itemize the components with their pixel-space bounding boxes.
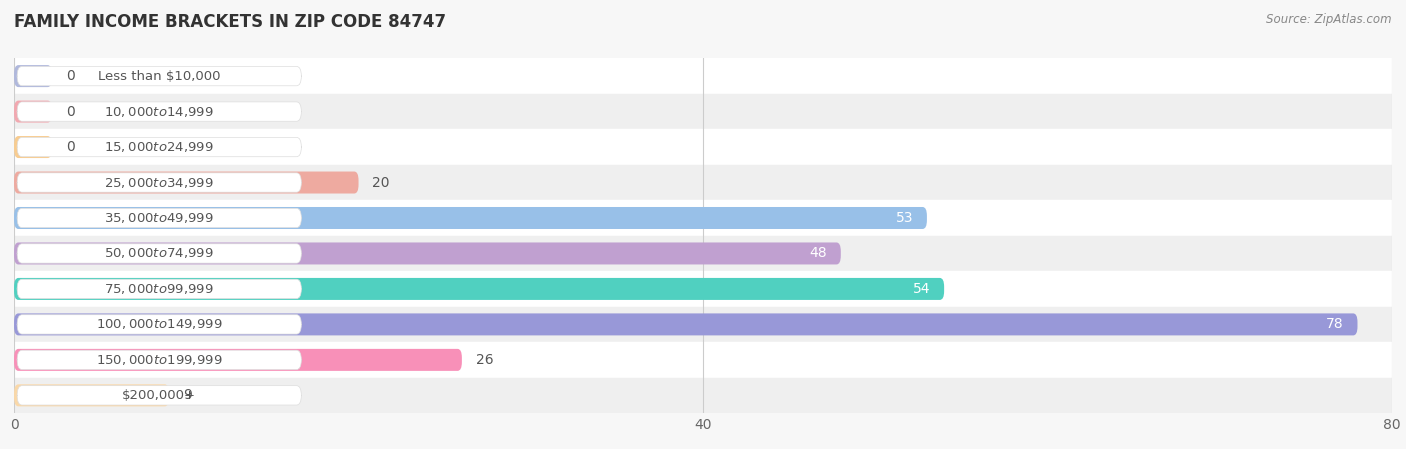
Bar	[14, 58, 1392, 94]
FancyBboxPatch shape	[14, 242, 841, 264]
FancyBboxPatch shape	[14, 65, 52, 87]
FancyBboxPatch shape	[17, 350, 301, 370]
FancyBboxPatch shape	[17, 137, 301, 157]
Text: 26: 26	[475, 353, 494, 367]
Bar	[14, 342, 1392, 378]
Text: $200,000+: $200,000+	[122, 389, 197, 402]
Text: 78: 78	[1326, 317, 1344, 331]
Bar	[14, 94, 1392, 129]
Bar	[14, 200, 1392, 236]
FancyBboxPatch shape	[17, 66, 301, 86]
FancyBboxPatch shape	[17, 102, 301, 121]
FancyBboxPatch shape	[14, 101, 52, 123]
Text: FAMILY INCOME BRACKETS IN ZIP CODE 84747: FAMILY INCOME BRACKETS IN ZIP CODE 84747	[14, 13, 446, 31]
Text: $50,000 to $74,999: $50,000 to $74,999	[104, 247, 214, 260]
Text: $100,000 to $149,999: $100,000 to $149,999	[96, 317, 222, 331]
Text: $25,000 to $34,999: $25,000 to $34,999	[104, 176, 214, 189]
Text: 53: 53	[896, 211, 912, 225]
Text: 48: 48	[810, 247, 827, 260]
FancyBboxPatch shape	[17, 173, 301, 192]
FancyBboxPatch shape	[17, 279, 301, 299]
Text: 9: 9	[183, 388, 191, 402]
Text: $35,000 to $49,999: $35,000 to $49,999	[104, 211, 214, 225]
Text: $150,000 to $199,999: $150,000 to $199,999	[96, 353, 222, 367]
FancyBboxPatch shape	[14, 384, 169, 406]
Text: 20: 20	[373, 176, 389, 189]
FancyBboxPatch shape	[14, 278, 945, 300]
FancyBboxPatch shape	[17, 244, 301, 263]
FancyBboxPatch shape	[14, 172, 359, 194]
Bar	[14, 129, 1392, 165]
Bar	[14, 271, 1392, 307]
Text: 0: 0	[66, 140, 75, 154]
Bar	[14, 307, 1392, 342]
Text: $10,000 to $14,999: $10,000 to $14,999	[104, 105, 214, 119]
Text: $15,000 to $24,999: $15,000 to $24,999	[104, 140, 214, 154]
FancyBboxPatch shape	[14, 313, 1358, 335]
Bar	[14, 236, 1392, 271]
Text: 0: 0	[66, 69, 75, 83]
Text: Less than $10,000: Less than $10,000	[98, 70, 221, 83]
FancyBboxPatch shape	[14, 136, 52, 158]
Text: 54: 54	[912, 282, 931, 296]
FancyBboxPatch shape	[14, 207, 927, 229]
FancyBboxPatch shape	[17, 315, 301, 334]
FancyBboxPatch shape	[17, 386, 301, 405]
Text: 0: 0	[66, 105, 75, 119]
FancyBboxPatch shape	[14, 349, 463, 371]
Bar	[14, 165, 1392, 200]
Text: Source: ZipAtlas.com: Source: ZipAtlas.com	[1267, 13, 1392, 26]
Text: $75,000 to $99,999: $75,000 to $99,999	[104, 282, 214, 296]
FancyBboxPatch shape	[17, 208, 301, 228]
Bar	[14, 378, 1392, 413]
